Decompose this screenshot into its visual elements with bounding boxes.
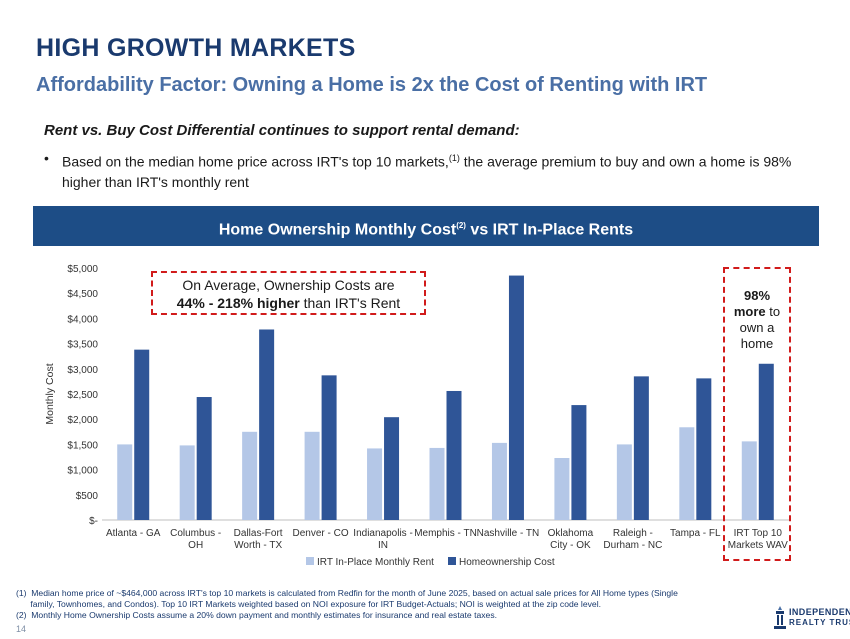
page-number: 14 bbox=[16, 624, 27, 634]
ownership-bar bbox=[696, 378, 712, 520]
cost-bar-chart: $- $500 $1,000 $1,500 $2,000 $2,500 $3,000 $3,5… bbox=[44, 264, 789, 568]
x-category-label: Denver - CO bbox=[293, 528, 349, 539]
x-category-label: Oklahoma bbox=[548, 528, 594, 539]
y-tick-label: $1,500 bbox=[67, 440, 98, 451]
logo-line2: REALTY TRUST bbox=[789, 618, 850, 627]
ownership-bar bbox=[321, 375, 337, 520]
highlight-pct: 98% bbox=[743, 288, 771, 303]
logo-line1: INDEPENDENCE bbox=[789, 607, 850, 617]
legend-rent-label: IRT In-Place Monthly Rent bbox=[317, 557, 434, 568]
highlight-more: more bbox=[733, 304, 766, 319]
footnote-1a: (1) Median home price of ~$464,000 acros… bbox=[16, 588, 678, 598]
footnotes: (1) Median home price of ~$464,000 acros… bbox=[16, 588, 736, 621]
y-tick-label: $3,500 bbox=[67, 340, 98, 351]
legend-ownership-swatch bbox=[448, 557, 456, 565]
ownership-bar bbox=[134, 349, 150, 520]
y-tick-label: $1,000 bbox=[67, 466, 98, 477]
page-subtitle: Affordability Factor: Owning a Home is 2… bbox=[36, 74, 708, 96]
callout-highlight: 44% - 218% higher bbox=[176, 295, 300, 311]
logo-mark-icon bbox=[774, 606, 786, 629]
ownership-bar bbox=[196, 397, 212, 520]
ownership-bar bbox=[259, 329, 275, 520]
ownership-bar bbox=[384, 417, 400, 520]
banner-title-part1: Home Ownership Monthly Cost bbox=[218, 221, 457, 239]
y-tick-label: $4,000 bbox=[67, 314, 98, 325]
y-tick-label: $- bbox=[89, 516, 98, 527]
rent-bar bbox=[679, 427, 695, 520]
bullet-footnote-ref: (1) bbox=[448, 153, 460, 163]
ownership-bar bbox=[758, 363, 774, 520]
highlight-to: to bbox=[765, 304, 781, 319]
page-title: HIGH GROWTH MARKETS bbox=[36, 34, 356, 62]
legend-rent-swatch bbox=[306, 557, 314, 565]
bullet-text-part2: the average premium to buy and own a hom… bbox=[62, 153, 792, 190]
ownership-bar bbox=[508, 275, 524, 520]
y-tick-label: $2,500 bbox=[67, 390, 98, 401]
x-category-label: Durham - NC bbox=[603, 540, 662, 551]
bullet-text: Based on the median home price across IR… bbox=[62, 148, 814, 192]
rent-bar bbox=[304, 431, 320, 520]
y-tick-label: $5,000 bbox=[67, 264, 98, 275]
highlight-rest1: own a bbox=[739, 320, 775, 335]
x-category-label: Memphis - TN bbox=[414, 528, 477, 539]
rent-bar bbox=[117, 444, 133, 520]
ownership-bar bbox=[571, 405, 587, 520]
rent-bar bbox=[616, 444, 632, 520]
callout-line2-rest: than IRT's Rent bbox=[299, 295, 401, 311]
y-tick-label: $2,000 bbox=[67, 415, 98, 426]
average-callout: On Average, Ownership Costs are 44% - 21… bbox=[151, 271, 426, 315]
ownership-bar bbox=[446, 390, 462, 520]
x-category-label: Nashville - TN bbox=[477, 528, 540, 539]
rent-bar bbox=[429, 447, 445, 520]
footnote-1b: family, Townhomes, and Condos). Top 10 I… bbox=[16, 599, 601, 609]
x-category-label: IN bbox=[378, 540, 388, 551]
callout-line2: 44% - 218% higher than IRT's Rent bbox=[153, 294, 424, 312]
company-logo: INDEPENDENCE REALTY TRUST bbox=[773, 606, 850, 632]
bullet-point: • Based on the median home price across … bbox=[44, 148, 814, 192]
x-category-label: City - OK bbox=[550, 540, 591, 551]
bullet-icon: • bbox=[44, 150, 49, 166]
lead-text: Rent vs. Buy Cost Differential continues… bbox=[44, 122, 520, 139]
x-category-label: Worth - TX bbox=[234, 540, 282, 551]
callout-line1: On Average, Ownership Costs are bbox=[182, 277, 395, 293]
y-axis-label: Monthly Cost bbox=[44, 363, 56, 424]
rent-bar bbox=[491, 442, 507, 520]
rent-bar bbox=[554, 458, 570, 520]
ownership-bar bbox=[633, 376, 649, 520]
x-category-label: Dallas-Fort bbox=[234, 528, 283, 539]
rent-bar bbox=[179, 445, 195, 520]
x-category-label: Markets WAV bbox=[728, 540, 788, 551]
rent-bar bbox=[741, 441, 757, 520]
x-category-label: OH bbox=[188, 540, 203, 551]
top10-highlight-text: 98% more to own a home bbox=[723, 288, 791, 352]
rent-bar bbox=[242, 431, 258, 520]
legend-ownership-label: Homeownership Cost bbox=[459, 557, 555, 568]
footnote-2: (2) Monthly Home Ownership Costs assume … bbox=[16, 610, 498, 620]
banner-title-part2: vs IRT In-Place Rents bbox=[465, 221, 634, 239]
rent-bar bbox=[367, 448, 383, 520]
highlight-rest2: home bbox=[740, 336, 774, 351]
y-tick-label: $500 bbox=[76, 491, 99, 502]
bullet-text-part1: Based on the median home price across IR… bbox=[62, 153, 449, 170]
banner-footnote-ref: (2) bbox=[456, 221, 466, 230]
x-category-label: Columbus - bbox=[170, 528, 221, 539]
top10-highlight-box bbox=[723, 267, 791, 561]
x-category-label: Atlanta - GA bbox=[106, 528, 161, 539]
x-category-label: Raleigh - bbox=[613, 528, 653, 539]
x-category-label: Indianapolis - bbox=[353, 528, 412, 539]
y-tick-label: $4,500 bbox=[67, 289, 98, 300]
y-tick-label: $3,000 bbox=[67, 365, 98, 376]
x-category-label: IRT Top 10 bbox=[734, 528, 783, 539]
chart-banner: Home Ownership Monthly Cost(2) vs IRT In… bbox=[33, 206, 819, 246]
x-category-label: Tampa - FL bbox=[670, 528, 721, 539]
